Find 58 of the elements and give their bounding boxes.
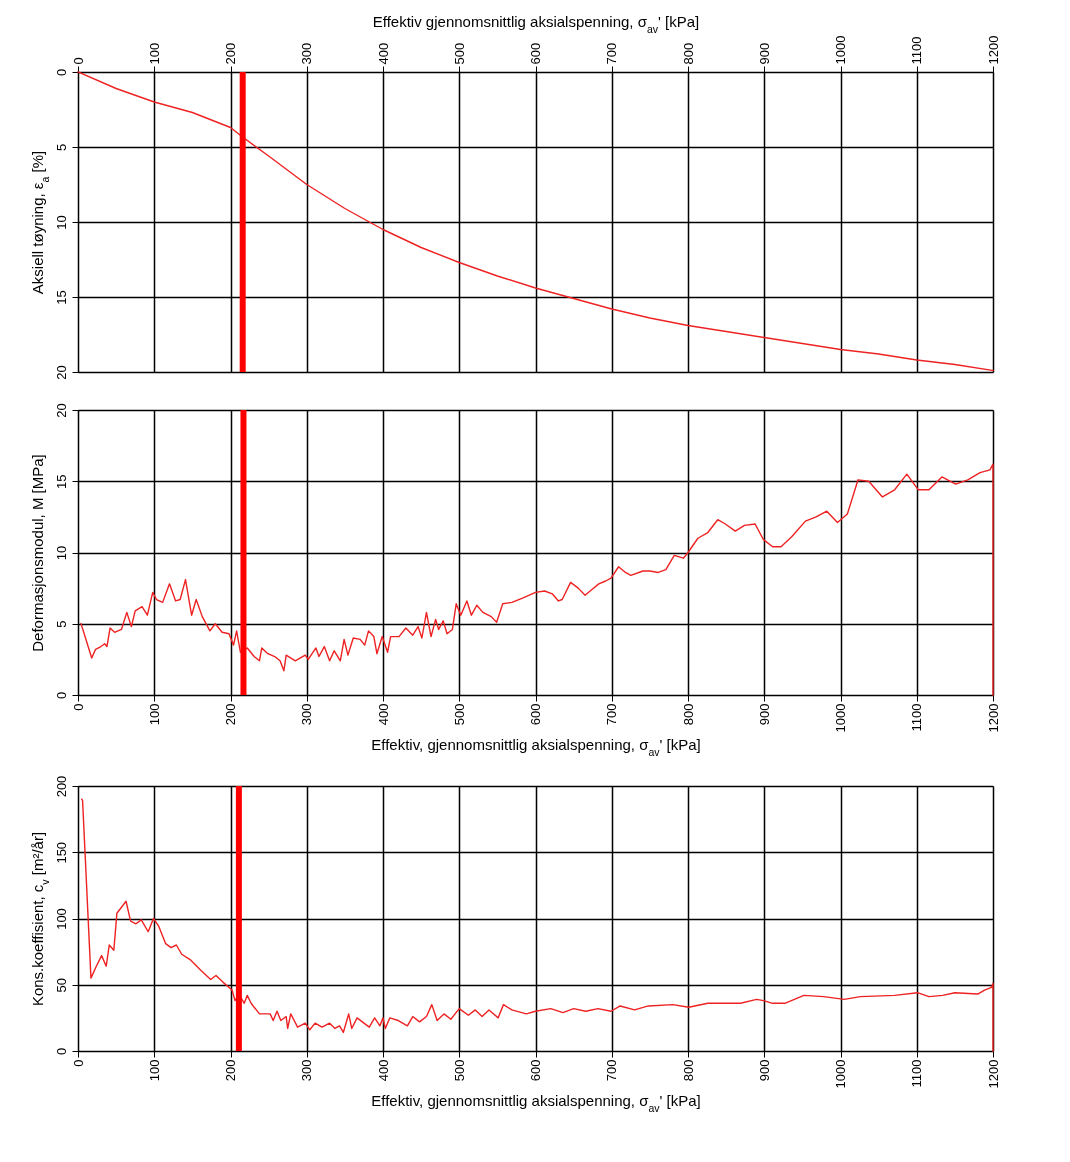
x-tick-label: 500 <box>451 42 467 65</box>
x-tick-label: 1200 <box>985 35 1001 65</box>
x-tick-label: 1100 <box>909 1059 925 1088</box>
x-tick-label: 900 <box>756 42 772 65</box>
x-tick-label: 600 <box>528 1059 543 1082</box>
x-tick-label: 200 <box>223 42 238 65</box>
y-tick-label: 10 <box>53 545 69 561</box>
x-axis-title: Effektiv, gjennomsnittlig aksialspenning, σ$_{av}$' [kPa] <box>371 1092 701 1115</box>
x-tick-label: 500 <box>451 1059 467 1082</box>
x-tick-label: 1000 <box>833 703 848 733</box>
x-tick-label: 400 <box>375 703 391 726</box>
y-axis-title: Deformasjonsmodul, M [MPa] <box>28 454 46 652</box>
x-tick-label: 1000 <box>833 1059 848 1089</box>
x-tick-label: 1100 <box>909 36 925 65</box>
x-tick-label: 0 <box>70 57 86 65</box>
x-axis-title: Effektiv gjennomsnittlig aksialspenning, σ$_{av}$' [kPa] <box>372 12 700 35</box>
x-tick-label: 700 <box>604 703 620 726</box>
x-tick-label: 300 <box>299 42 315 65</box>
x-tick-label: 400 <box>375 42 391 65</box>
y-tick-label: 20 <box>53 365 69 380</box>
y-tick-label: 0 <box>53 691 69 700</box>
y-tick-label: 15 <box>53 290 69 305</box>
y-tick-label: 0 <box>53 68 69 77</box>
x-tick-label: 100 <box>146 42 162 65</box>
y-tick-label: 50 <box>53 978 69 993</box>
x-tick-label: 500 <box>451 703 467 726</box>
y-tick-label: 200 <box>53 775 69 798</box>
x-tick-label: 0 <box>70 1059 86 1067</box>
x-tick-label: 800 <box>680 703 696 726</box>
x-tick-label: 600 <box>528 42 543 65</box>
y-tick-label: 15 <box>53 474 69 489</box>
x-tick-label: 700 <box>604 1059 620 1082</box>
x-tick-label: 1200 <box>985 703 1001 733</box>
x-tick-label: 800 <box>680 42 696 65</box>
x-tick-label: 900 <box>756 703 772 726</box>
y-tick-label: 0 <box>53 1047 69 1056</box>
x-axis-title: Effektiv, gjennomsnittlig aksialspenning, σ$_{av}$' [kPa] <box>371 736 701 759</box>
x-tick-label: 100 <box>146 1059 162 1082</box>
x-tick-label: 1100 <box>909 703 925 732</box>
x-tick-label: 100 <box>146 703 162 726</box>
y-tick-label: 10 <box>53 215 69 230</box>
x-tick-label: 700 <box>604 42 620 65</box>
x-tick-label: 300 <box>299 703 315 726</box>
x-tick-label: 200 <box>223 703 238 726</box>
x-tick-label: 1000 <box>833 35 848 65</box>
x-tick-label: 900 <box>756 1059 772 1082</box>
x-tick-label: 200 <box>223 1059 238 1082</box>
x-tick-label: 800 <box>680 1059 696 1082</box>
x-tick-label: 300 <box>299 1059 315 1082</box>
x-tick-label: 600 <box>528 703 543 726</box>
y-tick-label: 100 <box>53 908 69 930</box>
y-tick-label: 150 <box>53 841 69 864</box>
y-tick-label: 5 <box>53 143 69 152</box>
y-tick-label: 20 <box>53 403 69 418</box>
x-tick-label: 1200 <box>985 1059 1001 1089</box>
x-tick-label: 0 <box>70 703 86 711</box>
x-tick-label: 400 <box>375 1059 391 1082</box>
y-tick-label: 5 <box>53 620 69 628</box>
